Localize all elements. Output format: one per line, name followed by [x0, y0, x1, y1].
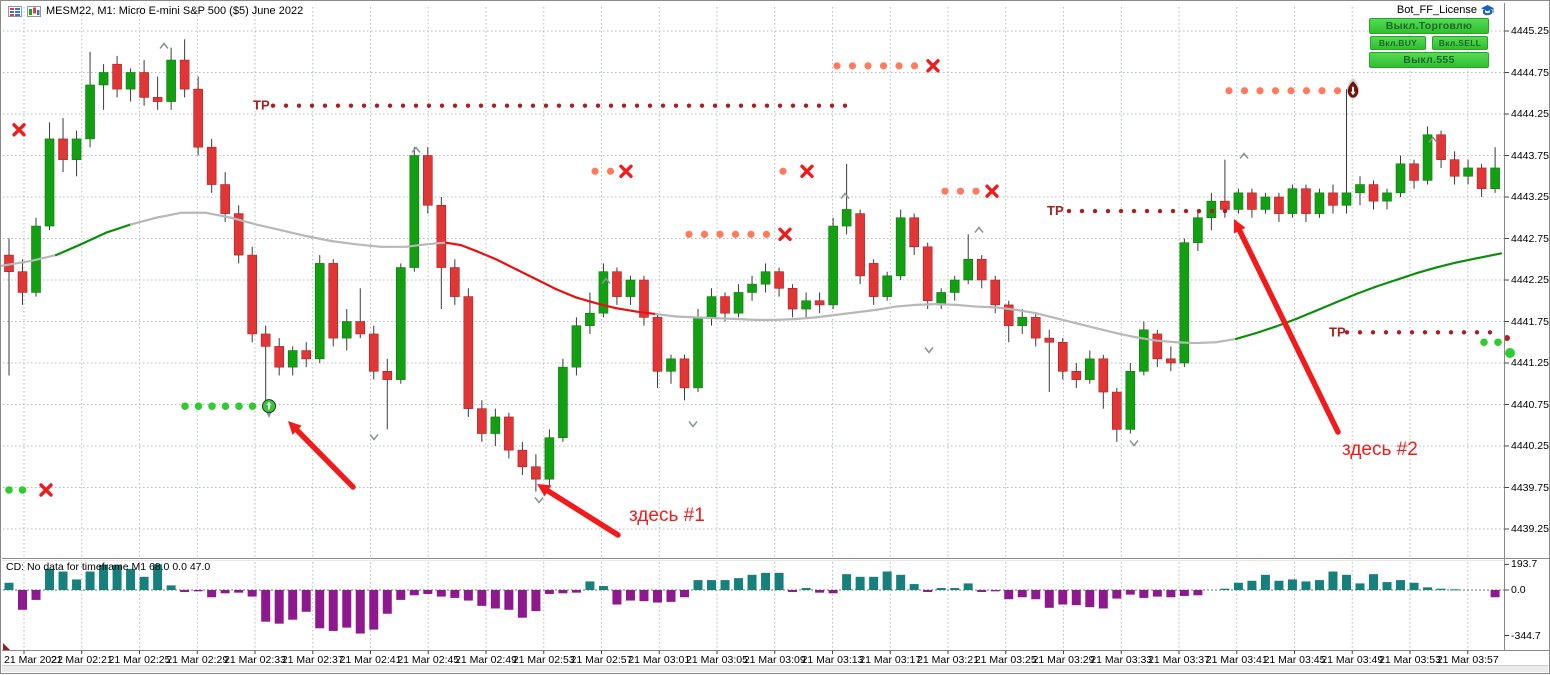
price-tick-label: 4442.75	[1511, 232, 1549, 245]
price-tick-label: 4442.25	[1511, 274, 1549, 286]
candles-layer	[4, 39, 1500, 492]
time-tick-label: 21 Mar 03:29	[1032, 654, 1095, 666]
time-tick-label: 21 Mar 02:45	[397, 654, 460, 666]
indicator-scale-label: 0.0	[1511, 584, 1526, 596]
price-tick-label: 4444.25	[1511, 108, 1549, 120]
svg-text:TP: TP	[1329, 324, 1346, 339]
bottom-scroll-strip[interactable]	[2, 665, 1548, 672]
time-tick-label: 21 Mar 03:49	[1321, 654, 1384, 666]
price-tick-label: 4443.75	[1511, 149, 1549, 162]
time-tick-label: 21 Mar 03:45	[1263, 654, 1326, 666]
time-tick-label: 21 Mar 03:13	[801, 654, 864, 666]
toggle-trading-button[interactable]: Выкл.Торговлю	[1369, 18, 1489, 34]
license-panel: Bot_FF_License Выкл.Торговлю Вкл.BUY Вкл…	[1363, 4, 1495, 68]
time-tick-label: 21 Mar 02:21	[50, 654, 113, 666]
enable-sell-button[interactable]: Вкл.SELL	[1432, 36, 1488, 50]
time-tick-label: 21 Mar 03:01	[628, 654, 691, 666]
grid-layer	[3, 7, 1504, 649]
time-tick-label: 21 Mar 03:41	[1205, 654, 1268, 666]
time-tick-label: 21 Mar 03:09	[743, 654, 806, 666]
time-tick-label: 21 Mar 02:41	[339, 654, 402, 666]
chart-shift-icon[interactable]	[27, 5, 41, 17]
annotation-here-1: здесь #1	[629, 505, 705, 526]
time-tick-label: 21 Mar 02:25	[108, 654, 171, 666]
time-tick-label: 21 Mar 03:05	[686, 654, 748, 666]
indicator-label: CD: No data for timeframe M1 68.0 0.0 47…	[6, 561, 211, 573]
price-tick-label: 4441.75	[1511, 315, 1549, 328]
frame-layer	[2, 3, 1550, 654]
price-tick-label: 4441.25	[1511, 357, 1549, 369]
time-tick-label: 21 Mar 03:37	[1148, 654, 1210, 666]
time-tick-label: 21 Mar 2022	[4, 654, 63, 666]
price-tick-label: 4445.25	[1511, 25, 1549, 37]
time-tick-label: 21 Mar 02:37	[281, 654, 344, 666]
indicator-scale-label: -344.7	[1511, 629, 1541, 642]
graduation-cap-icon	[1480, 4, 1495, 16]
time-tick-label: 21 Mar 03:57	[1436, 654, 1499, 666]
fractal-arrows-layer	[159, 42, 1438, 504]
svg-text:TP: TP	[253, 98, 270, 113]
histogram-layer	[3, 564, 1504, 651]
time-tick-label: 21 Mar 02:49	[455, 654, 517, 666]
time-tick-label: 21 Mar 03:53	[1379, 654, 1441, 666]
time-tick-label: 21 Mar 02:33	[224, 654, 286, 666]
price-tick-label: 4440.25	[1511, 440, 1549, 452]
quotes-list-icon[interactable]	[8, 5, 22, 17]
indicator-scale-label: 193.7	[1511, 558, 1538, 571]
license-title: Bot_FF_License	[1396, 4, 1477, 16]
price-tick-label: 4439.75	[1511, 481, 1549, 494]
time-tick-label: 21 Mar 03:21	[917, 654, 979, 666]
time-tick-label: 21 Mar 02:29	[166, 654, 229, 666]
price-tick-label: 4439.25	[1511, 523, 1549, 535]
time-tick-label: 21 Mar 03:33	[1090, 654, 1153, 666]
enable-buy-button[interactable]: Вкл.BUY	[1370, 36, 1426, 50]
annotation-here-2: здесь #2	[1342, 439, 1418, 460]
symbol-header: MESM22, M1: Micro E-mini S&P 500 ($5) Ju…	[8, 5, 303, 17]
toggle-555-button[interactable]: Выкл.555	[1369, 52, 1489, 68]
svg-text:TP: TP	[1047, 203, 1064, 218]
annotation-arrows-layer	[288, 219, 1341, 538]
time-tick-label: 21 Mar 02:57	[570, 654, 633, 666]
symbol-title: MESM22, M1: Micro E-mini S&P 500 ($5) Ju…	[46, 5, 304, 17]
price-tick-label: 4443.25	[1511, 191, 1549, 203]
time-tick-label: 21 Mar 02:53	[512, 654, 575, 666]
signal-lines-layer: TP TP TP	[5, 59, 1515, 497]
time-tick-label: 21 Mar 03:17	[859, 654, 922, 666]
time-tick-label: 21 Mar 03:25	[974, 654, 1037, 666]
price-tick-label: 4444.75	[1511, 66, 1549, 79]
price-tick-label: 4440.75	[1511, 398, 1549, 411]
ma-layer	[1, 211, 1503, 345]
